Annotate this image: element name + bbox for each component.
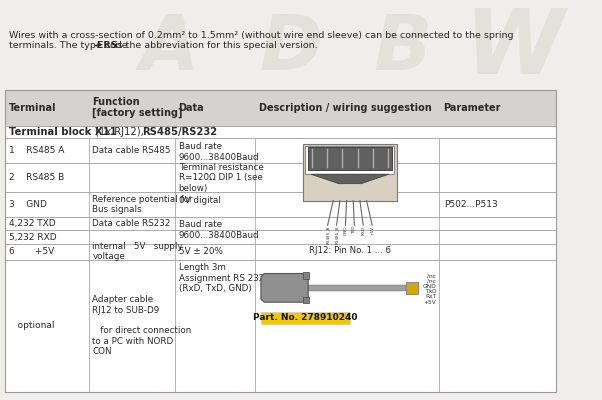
Bar [303, 272, 309, 279]
Bar [308, 285, 406, 290]
Text: R: R [4, 322, 56, 388]
Text: Reference potential for
Bus signals: Reference potential for Bus signals [92, 195, 193, 214]
Bar [303, 144, 397, 201]
Text: GND: GND [344, 226, 347, 235]
Text: TxD: TxD [424, 289, 436, 294]
Text: (1x RJ12),: (1x RJ12), [95, 127, 147, 137]
Text: +5V: +5V [370, 226, 374, 235]
Text: RJ12: Pin No. 1 ... 6: RJ12: Pin No. 1 ... 6 [309, 246, 391, 255]
Bar [5, 192, 556, 216]
Text: Terminal block X11: Terminal block X11 [9, 127, 120, 137]
Text: D: D [260, 12, 323, 86]
Bar [5, 260, 556, 392]
Bar [5, 90, 556, 392]
Text: Adapter cable
RJ12 to SUB-D9

   for direct connection
to a PC with NORD
CON: Adapter cable RJ12 to SUB-D9 for direct … [92, 295, 191, 356]
Text: R: R [20, 121, 73, 188]
Text: B: B [374, 12, 432, 86]
Text: Length 3m
Assignment RS 232
(RxD, TxD, GND): Length 3m Assignment RS 232 (RxD, TxD, G… [179, 263, 264, 293]
Text: RxT: RxT [425, 294, 436, 300]
Text: Parameter: Parameter [443, 103, 500, 113]
Text: Terminal: Terminal [9, 103, 57, 113]
Text: A: A [116, 322, 167, 388]
Text: Wires with a cross-section of 0.2mm² to 1.5mm² (without wire end sleeve) can be : Wires with a cross-section of 0.2mm² to … [9, 31, 514, 40]
Bar [261, 312, 350, 324]
Text: terminals. The type code: terminals. The type code [9, 40, 131, 50]
Text: Data: Data [179, 103, 204, 113]
Bar [406, 282, 418, 294]
Text: -ERS: -ERS [93, 40, 118, 50]
Polygon shape [261, 274, 308, 302]
Text: [factory setting]: [factory setting] [92, 108, 183, 118]
Text: Baud rate
9600...38400Baud
Terminal resistance
R=120Ω DIP 1 (see
below): Baud rate 9600...38400Baud Terminal resi… [179, 142, 263, 193]
Text: Baud rate
9600...38400Baud: Baud rate 9600...38400Baud [179, 220, 259, 240]
Text: D: D [252, 121, 309, 188]
Text: 0V digital: 0V digital [179, 196, 220, 205]
Text: 3    GND: 3 GND [9, 200, 47, 209]
Text: RS485_A: RS485_A [326, 226, 330, 244]
Text: D: D [57, 223, 114, 290]
Text: D: D [225, 322, 280, 388]
Text: internal   5V   supply
voltage: internal 5V supply voltage [92, 242, 183, 261]
Bar [5, 163, 556, 192]
Text: W: W [464, 5, 563, 93]
Bar [5, 244, 556, 260]
Text: GND: GND [423, 284, 436, 289]
Text: R: R [170, 223, 224, 290]
Text: 5,232 RXD: 5,232 RXD [9, 232, 57, 242]
Text: RS485/RS232: RS485/RS232 [143, 127, 217, 137]
Text: A: A [140, 12, 199, 86]
Text: Part. No. 278910240: Part. No. 278910240 [253, 313, 358, 322]
Bar [305, 146, 394, 174]
Bar [308, 147, 392, 170]
Polygon shape [311, 174, 389, 184]
Text: A: A [281, 223, 335, 290]
Bar [5, 126, 556, 138]
Text: 6       +5V: 6 +5V [9, 247, 54, 256]
Text: 4,232 TXD: 4,232 TXD [9, 219, 55, 228]
Text: TXD: TXD [352, 226, 356, 234]
Text: Data cable RS485: Data cable RS485 [92, 146, 171, 155]
Text: 1    RS485 A: 1 RS485 A [9, 146, 64, 155]
Bar [303, 296, 309, 303]
Bar [5, 90, 556, 126]
Bar [5, 138, 556, 163]
Text: 5V ± 20%: 5V ± 20% [179, 248, 223, 256]
Text: Function: Function [92, 97, 140, 107]
Text: Description / wiring suggestion: Description / wiring suggestion [259, 103, 432, 113]
Text: A: A [131, 121, 185, 188]
Text: D: D [391, 223, 448, 290]
Bar [5, 216, 556, 230]
Text: P502...P513: P502...P513 [444, 200, 498, 209]
Bar [5, 230, 556, 244]
Text: Data cable RS232: Data cable RS232 [92, 219, 171, 228]
Text: RXD: RXD [361, 226, 365, 235]
Bar [5, 90, 556, 392]
Text: 2    RS485 B: 2 RS485 B [9, 173, 64, 182]
Text: is the abbreviation for this special version.: is the abbreviation for this special ver… [112, 40, 317, 50]
Text: optional: optional [9, 321, 54, 330]
Text: /nc: /nc [427, 278, 436, 284]
Text: RS485_B: RS485_B [335, 226, 338, 244]
Text: /nc: /nc [427, 273, 436, 278]
Text: +5V: +5V [423, 300, 436, 305]
